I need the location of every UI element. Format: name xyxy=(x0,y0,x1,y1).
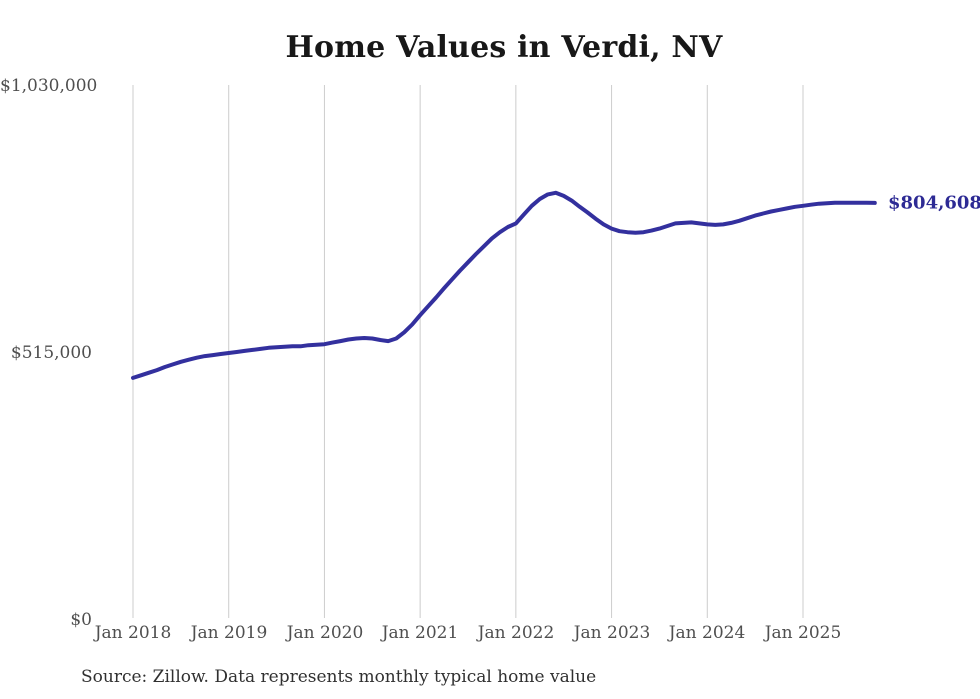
x-axis-tick-2018: Jan 2018 xyxy=(94,623,172,643)
x-axis-tick-2020: Jan 2020 xyxy=(286,623,364,643)
x-axis-tick-2023: Jan 2023 xyxy=(573,623,651,643)
y-axis-tick-middle: $515,000 xyxy=(10,343,92,363)
x-axis-tick-2024: Jan 2024 xyxy=(668,623,746,643)
latest-value-label: $804,608 xyxy=(888,192,980,214)
x-axis-tick-2022: Jan 2022 xyxy=(477,623,555,643)
source-note: Source: Zillow. Data represents monthly … xyxy=(81,667,597,687)
chart-title: Home Values in Verdi, NV xyxy=(285,30,723,65)
x-axis-tick-2019: Jan 2019 xyxy=(190,623,268,643)
y-axis-tick-zero: $0 xyxy=(70,610,92,630)
home-value-line xyxy=(131,190,877,380)
x-axis-tick-2021: Jan 2021 xyxy=(381,623,459,643)
x-axis-tick-2025: Jan 2025 xyxy=(764,623,842,643)
y-axis-tick-top: $1,030,000 xyxy=(0,76,98,96)
